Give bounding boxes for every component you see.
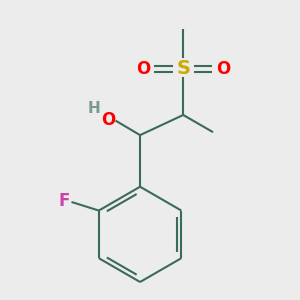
Text: F: F bbox=[58, 192, 70, 210]
Text: H: H bbox=[88, 101, 101, 116]
Text: S: S bbox=[176, 59, 190, 78]
Text: O: O bbox=[101, 111, 116, 129]
Text: O: O bbox=[216, 60, 230, 78]
Text: O: O bbox=[136, 60, 151, 78]
